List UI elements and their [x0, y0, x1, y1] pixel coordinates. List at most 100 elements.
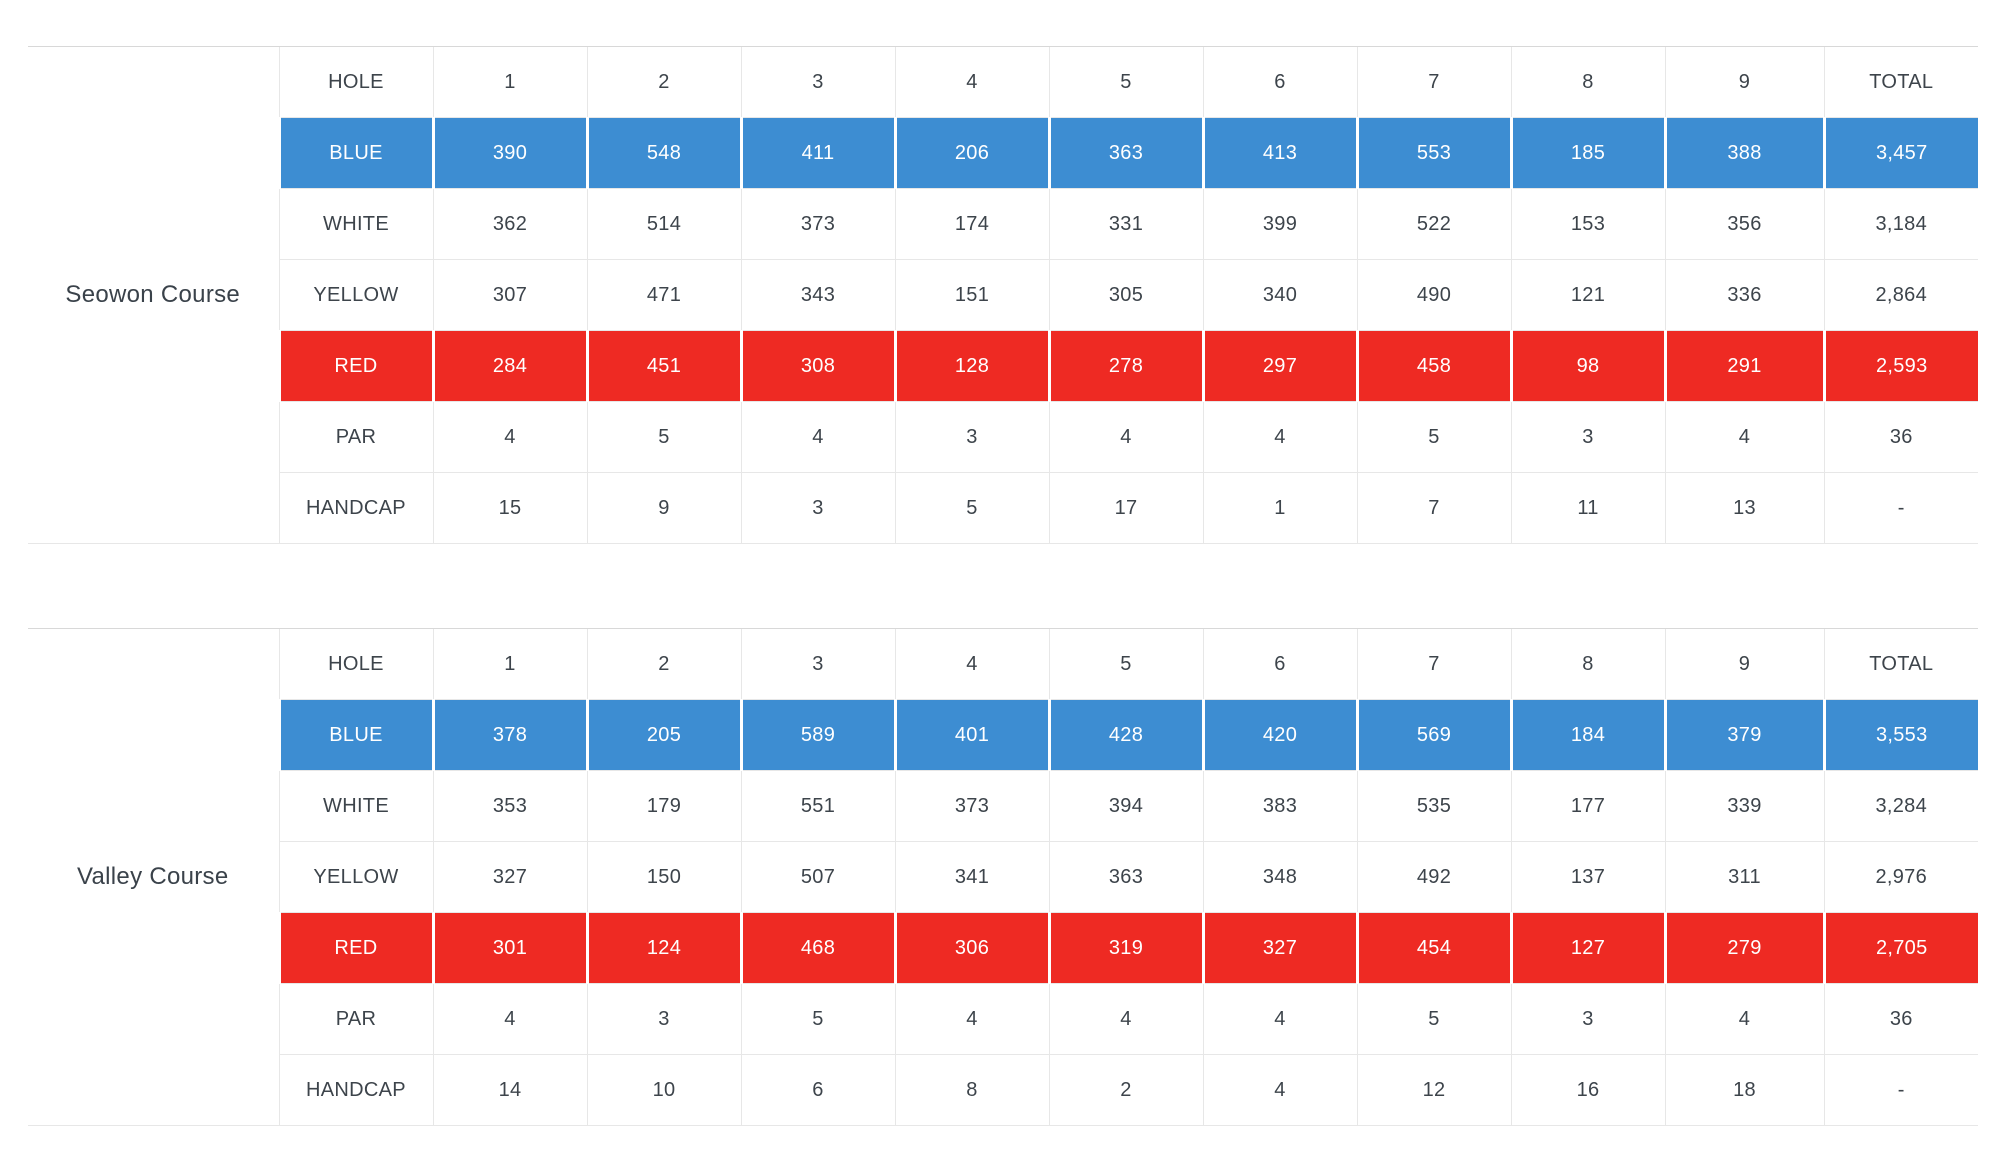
value-cell: 373	[740, 188, 895, 260]
value-cell: 490	[1356, 259, 1511, 331]
value-cell: 284	[431, 330, 587, 402]
value-cell: 307	[432, 259, 587, 331]
scorecard-valley: Valley Course HOLE 1 2 3 4 5 6 7 8 9 TOTAL BLUE 378 20…	[28, 628, 1978, 1126]
scorecard-table-valley: Valley Course HOLE 1 2 3 4 5 6 7 8 9 TOTAL BLUE 378 20…	[28, 628, 1978, 1126]
value-cell: 569	[1355, 699, 1511, 771]
value-cell: 348	[1202, 841, 1357, 913]
tee-label-par: PAR	[278, 983, 433, 1055]
value-cell: 468	[739, 912, 895, 984]
value-cell: 331	[1048, 188, 1203, 260]
scorecard-page: Seowon Course HOLE 1 2 3 4 5 6 7 8 9 TOTAL BLUE 390 54…	[28, 0, 1978, 1126]
value-cell: 4	[1664, 983, 1824, 1055]
course-name: Seowon Course	[28, 46, 279, 544]
value-cell: 411	[739, 117, 895, 189]
value-cell: 18	[1664, 1054, 1824, 1126]
row-par: PAR 4 5 4 3 4 4 5 3 4 36	[28, 401, 1978, 473]
value-cell: 319	[1047, 912, 1203, 984]
value-cell: 388	[1663, 117, 1824, 189]
total-cell: 3,553	[1822, 699, 1978, 771]
tee-label-red: RED	[277, 912, 433, 984]
total-header-label: TOTAL	[1823, 628, 1978, 700]
value-cell: 1	[1202, 472, 1357, 544]
total-cell: 2,864	[1823, 259, 1978, 331]
value-cell: 451	[585, 330, 741, 402]
row-yellow: YELLOW 327 150 507 341 363 348 492 137 311 2,976	[28, 841, 1978, 913]
value-cell: 297	[1201, 330, 1357, 402]
row-red: RED 301 124 468 306 319 327 454 127 279 2,705	[28, 912, 1978, 984]
tee-label-par: PAR	[278, 401, 433, 473]
scorecards: Seowon Course HOLE 1 2 3 4 5 6 7 8 9 TOTAL BLUE 390 54…	[28, 46, 1978, 1126]
total-cell: 36	[1823, 401, 1978, 473]
course-name: Valley Course	[28, 628, 279, 1126]
value-cell: 4	[1664, 401, 1824, 473]
value-cell: 6	[740, 1054, 895, 1126]
value-cell: 151	[894, 259, 1049, 331]
value-cell: 150	[586, 841, 741, 913]
value-cell: 14	[432, 1054, 587, 1126]
hole-number-4: 4	[894, 46, 1049, 118]
hole-number-8: 8	[1510, 628, 1665, 700]
value-cell: 4	[432, 983, 587, 1055]
tee-label-white: WHITE	[278, 188, 433, 260]
value-cell: 10	[586, 1054, 741, 1126]
value-cell: 291	[1663, 330, 1824, 402]
value-cell: 4	[1048, 983, 1203, 1055]
value-cell: 420	[1201, 699, 1357, 771]
value-cell: 327	[1201, 912, 1357, 984]
value-cell: 13	[1664, 472, 1824, 544]
value-cell: 153	[1510, 188, 1665, 260]
value-cell: 522	[1356, 188, 1511, 260]
value-cell: 343	[740, 259, 895, 331]
hole-number-6: 6	[1202, 46, 1357, 118]
value-cell: 305	[1048, 259, 1203, 331]
tee-label-blue: BLUE	[277, 699, 433, 771]
value-cell: 4	[432, 401, 587, 473]
hole-number-2: 2	[586, 46, 741, 118]
value-cell: 7	[1356, 472, 1511, 544]
hole-number-2: 2	[586, 628, 741, 700]
value-cell: 340	[1202, 259, 1357, 331]
total-cell: -	[1823, 472, 1978, 544]
value-cell: 279	[1663, 912, 1824, 984]
value-cell: 127	[1509, 912, 1665, 984]
value-cell: 4	[894, 983, 1049, 1055]
row-handcap: HANDCAP 14 10 6 8 2 4 12 16 18-	[28, 1054, 1978, 1126]
value-cell: 9	[586, 472, 741, 544]
total-cell: 3,457	[1822, 117, 1978, 189]
row-blue: BLUE 378 205 589 401 428 420 569 184 379 3,553	[28, 699, 1978, 771]
value-cell: 3	[1510, 983, 1665, 1055]
tee-label-yellow: YELLOW	[278, 259, 433, 331]
total-cell: 2,705	[1822, 912, 1978, 984]
value-cell: 124	[585, 912, 741, 984]
value-cell: 492	[1356, 841, 1511, 913]
value-cell: 3	[894, 401, 1049, 473]
hole-header-row: Valley Course HOLE 1 2 3 4 5 6 7 8 9 TOTAL	[28, 628, 1978, 1126]
value-cell: 394	[1048, 770, 1203, 842]
tee-label-handcap: HANDCAP	[278, 472, 433, 544]
value-cell: 2	[1048, 1054, 1203, 1126]
value-cell: 535	[1356, 770, 1511, 842]
value-cell: 507	[740, 841, 895, 913]
value-cell: 8	[894, 1054, 1049, 1126]
value-cell: 4	[1202, 1054, 1357, 1126]
value-cell: 5	[1356, 401, 1511, 473]
value-cell: 121	[1510, 259, 1665, 331]
hole-number-1: 1	[432, 628, 587, 700]
total-cell: 2,976	[1823, 841, 1978, 913]
hole-number-4: 4	[894, 628, 1049, 700]
value-cell: 514	[586, 188, 741, 260]
value-cell: 379	[1663, 699, 1824, 771]
value-cell: 137	[1510, 841, 1665, 913]
value-cell: 428	[1047, 699, 1203, 771]
value-cell: 551	[740, 770, 895, 842]
value-cell: 278	[1047, 330, 1203, 402]
value-cell: 454	[1355, 912, 1511, 984]
total-cell: 36	[1823, 983, 1978, 1055]
value-cell: 363	[1047, 117, 1203, 189]
scorecard-table-seowon: Seowon Course HOLE 1 2 3 4 5 6 7 8 9 TOTAL BLUE 390 54…	[28, 46, 1978, 544]
value-cell: 553	[1355, 117, 1511, 189]
value-cell: 4	[1202, 983, 1357, 1055]
hole-header-label: HOLE	[278, 46, 433, 118]
total-cell: 3,284	[1823, 770, 1978, 842]
value-cell: 4	[740, 401, 895, 473]
